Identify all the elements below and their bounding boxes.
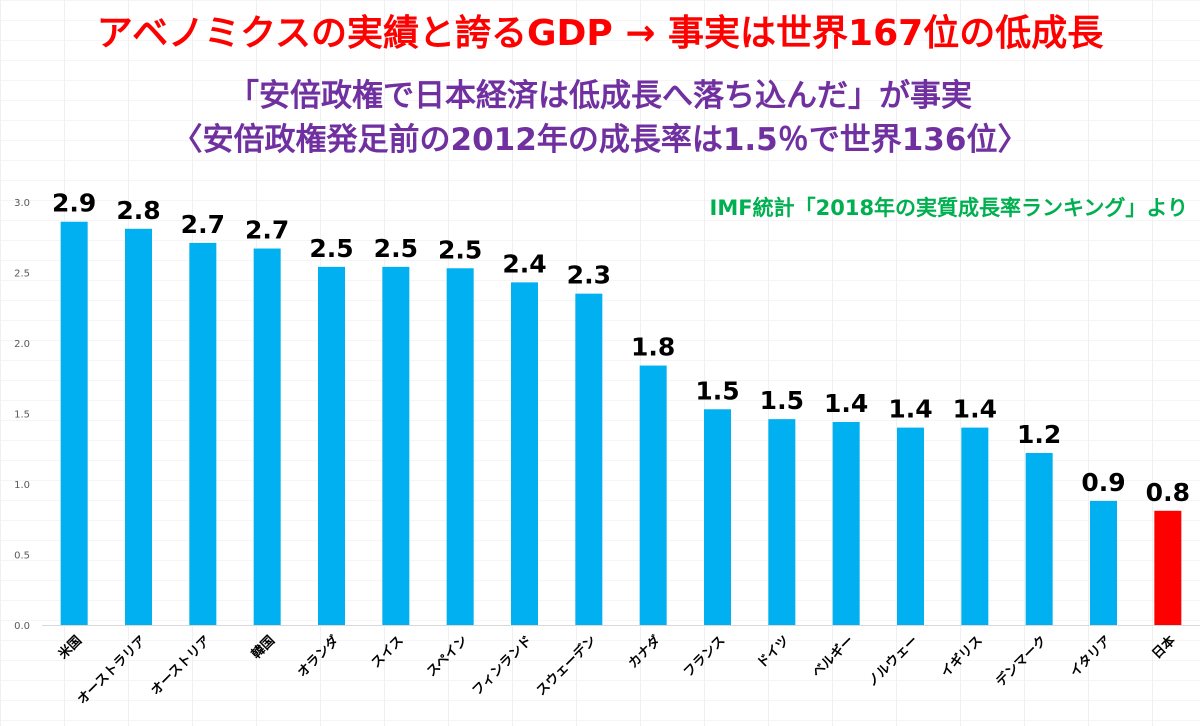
- data-label: 2.4: [502, 249, 546, 278]
- data-label: 1.4: [824, 389, 868, 418]
- data-label: 0.9: [1081, 468, 1125, 497]
- category-label: デンマーク: [993, 633, 1050, 690]
- category-label: フランス: [681, 633, 728, 680]
- category-label: スウェーデン: [533, 633, 599, 699]
- category-label: ドイツ: [754, 633, 792, 671]
- y-tick-label: 0.5: [14, 551, 30, 562]
- data-label: 2.5: [438, 235, 482, 264]
- category-label: 日本: [1149, 633, 1179, 663]
- data-label: 1.8: [631, 333, 675, 362]
- data-label: 0.8: [1146, 478, 1190, 507]
- category-label: オーストリア: [148, 633, 213, 698]
- category-label: ノルウェー: [865, 633, 922, 690]
- source-note: IMF統計「2018年の実質成長率ランキング」より: [709, 196, 1188, 220]
- y-tick-label: 1.5: [14, 410, 30, 421]
- category-label: イタリア: [1067, 633, 1114, 680]
- bar: [575, 293, 603, 625]
- data-label: 2.7: [181, 210, 225, 239]
- y-tick-label: 2.5: [14, 269, 30, 280]
- category-label: カナダ: [625, 633, 664, 672]
- data-label: 2.3: [567, 261, 611, 290]
- y-tick-label: 0.0: [14, 621, 30, 632]
- data-label: 2.9: [52, 189, 96, 218]
- y-tick-label: 2.0: [14, 339, 30, 350]
- bar-highlight: [1154, 510, 1182, 625]
- bar: [511, 282, 538, 625]
- category-label: フィンランド: [470, 633, 536, 699]
- category-label: オランダ: [294, 633, 342, 681]
- category-label: ベルギー: [809, 633, 857, 681]
- data-label: 1.2: [1017, 420, 1061, 449]
- y-tick-label: 3.0: [14, 198, 30, 209]
- headline: アベノミクスの実績と誇るGDP → 事実は世界167位の低成長: [96, 13, 1104, 54]
- bar: [897, 427, 924, 625]
- category-label: オーストラリア: [75, 633, 150, 708]
- bar: [382, 266, 410, 625]
- data-label: 1.4: [953, 395, 997, 424]
- bar: [1090, 500, 1117, 625]
- bar: [832, 421, 860, 625]
- category-label: スイス: [369, 633, 407, 671]
- bar: [189, 242, 217, 625]
- data-label: 2.7: [245, 216, 289, 245]
- bar: [1025, 452, 1053, 625]
- bar: [639, 365, 667, 625]
- bar: [961, 427, 989, 625]
- category-label: 米国: [55, 633, 85, 663]
- data-label: 1.4: [888, 395, 932, 424]
- data-label: 2.8: [116, 196, 160, 225]
- category-label: イギリス: [938, 633, 986, 681]
- data-label: 1.5: [695, 376, 739, 405]
- category-label: スペイン: [424, 633, 471, 680]
- data-label: 2.5: [374, 234, 418, 263]
- bar: [253, 248, 281, 625]
- data-label: 2.5: [309, 234, 353, 263]
- bar: [60, 221, 88, 626]
- category-label: 韓国: [248, 633, 278, 663]
- bar: [704, 409, 731, 625]
- subtitle-line-2: 〈安倍政権発足前の2012年の成長率は1.5％で世界136位〉: [171, 122, 1029, 158]
- data-label: 1.5: [760, 386, 804, 415]
- bar: [318, 266, 345, 625]
- subtitle-line-1: 「安倍政権で日本経済は低成長へ落ち込んだ」が事実: [228, 78, 972, 114]
- bar: [446, 268, 474, 625]
- bar: [768, 419, 796, 625]
- y-tick-label: 1.0: [14, 480, 30, 491]
- bar: [125, 228, 152, 626]
